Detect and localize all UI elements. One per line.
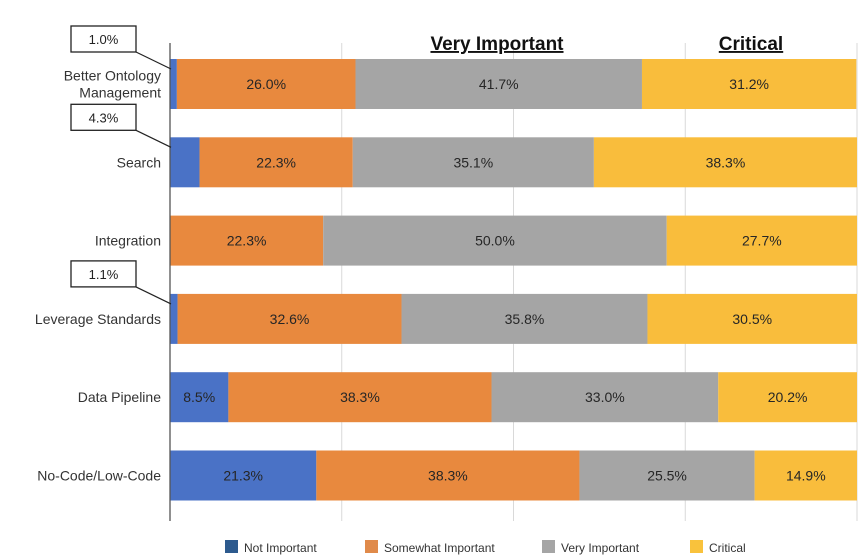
bar-segment — [579, 450, 755, 501]
bar-segment — [641, 59, 857, 109]
data-label: 31.2% — [729, 76, 769, 92]
bar-segment — [647, 293, 857, 344]
bar-segment — [593, 137, 857, 188]
legend-swatch — [365, 540, 378, 553]
bar-segment — [491, 372, 719, 423]
legend-label: Very Important — [561, 541, 640, 555]
data-label: 32.6% — [270, 311, 310, 327]
data-label: 21.3% — [223, 468, 263, 484]
callout-leader — [135, 51, 172, 70]
bar-segment — [352, 137, 594, 188]
category-label: Search — [117, 154, 161, 170]
data-label: 20.2% — [768, 389, 808, 405]
legend-label: Somewhat Important — [384, 541, 495, 555]
callout-label: 1.1% — [89, 267, 119, 282]
column-headers: Very Important Critical — [430, 34, 783, 55]
category-label: Leverage Standards — [35, 311, 161, 327]
bar-segment — [176, 59, 356, 109]
callout-leader — [135, 286, 172, 305]
data-label: 30.5% — [732, 311, 772, 327]
data-label: 38.3% — [428, 468, 468, 484]
data-label: 26.0% — [246, 76, 286, 92]
data-label: 27.7% — [742, 233, 782, 249]
bars: 26.0% 41.7% 31.2% 22.3% 35.1% 38.3% 22.3% 50.0%… — [170, 59, 857, 501]
callout-leader — [135, 129, 172, 148]
category-label: Better Ontology Management — [64, 68, 161, 101]
bar-segment — [401, 293, 648, 344]
data-label: 33.0% — [585, 389, 625, 405]
data-label: 38.3% — [706, 154, 746, 170]
bar-segment — [718, 372, 857, 423]
bar-segment — [355, 59, 642, 109]
bar-segment — [170, 59, 177, 109]
bar-segment — [228, 372, 492, 423]
gridlines — [341, 43, 858, 521]
callout-box — [70, 260, 137, 288]
legend-swatch — [690, 540, 703, 553]
data-label: 35.1% — [453, 154, 493, 170]
bar-segment — [199, 137, 353, 188]
bar-segment — [170, 215, 324, 266]
legend: Not Important Somewhat Important Very Impo… — [225, 540, 746, 555]
bar-segment — [170, 293, 178, 344]
legend-swatch — [542, 540, 555, 553]
legend-label: Critical — [709, 541, 746, 555]
bar-segment — [170, 137, 200, 188]
callout-label: 1.0% — [89, 32, 119, 47]
data-label: 22.3% — [227, 233, 267, 249]
bar-segment — [177, 293, 402, 344]
data-label: 14.9% — [786, 468, 826, 484]
data-label: 25.5% — [647, 468, 687, 484]
data-label: 35.8% — [505, 311, 545, 327]
bar-segment — [754, 450, 857, 501]
legend-swatch — [225, 540, 238, 553]
callout-label: 4.3% — [89, 110, 119, 125]
category-label: No-Code/Low-Code — [37, 468, 161, 484]
bar-segment — [316, 450, 580, 501]
column-header: Very Important — [430, 34, 564, 55]
data-label: 41.7% — [479, 76, 519, 92]
column-header: Critical — [719, 34, 783, 55]
bar-segment — [323, 215, 667, 266]
callouts: 1.0% 4.3% 1.1% — [70, 25, 172, 305]
category-label: Data Pipeline — [78, 389, 161, 405]
category-label: Integration — [95, 233, 161, 249]
callout-box — [70, 25, 137, 53]
legend-label: Not Important — [244, 541, 317, 555]
data-label: 8.5% — [183, 389, 215, 405]
data-label: 22.3% — [256, 154, 296, 170]
callout-box — [70, 103, 137, 131]
bar-segment — [170, 450, 317, 501]
bar-segment — [170, 372, 229, 423]
bar-segment — [666, 215, 857, 266]
data-label: 38.3% — [340, 389, 380, 405]
data-label: 50.0% — [475, 233, 515, 249]
category-labels: Better Ontology Management Search Integrati… — [35, 68, 161, 484]
